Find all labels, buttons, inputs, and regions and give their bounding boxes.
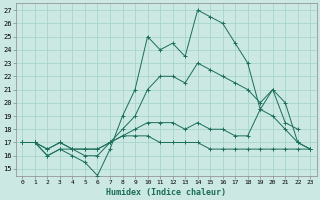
X-axis label: Humidex (Indice chaleur): Humidex (Indice chaleur)	[106, 188, 226, 197]
